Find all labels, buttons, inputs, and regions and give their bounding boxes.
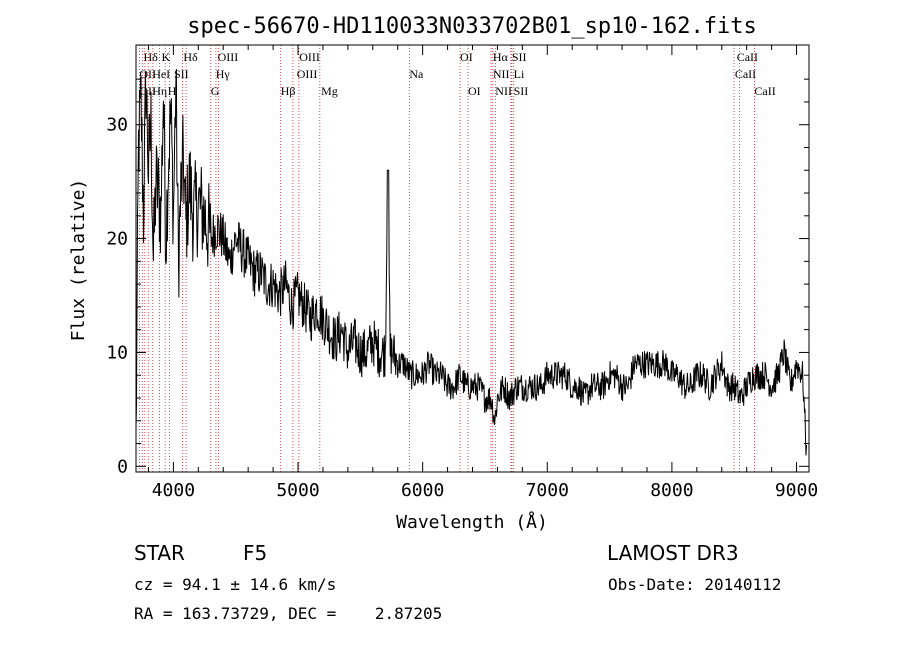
line-label: Hδ bbox=[143, 50, 158, 64]
survey-name: LAMOST DR3 bbox=[607, 541, 739, 565]
y-tick-label: 20 bbox=[106, 229, 128, 250]
line-label: Li bbox=[514, 67, 525, 81]
line-label: OI bbox=[468, 84, 481, 98]
obs-date: Obs-Date: 20140112 bbox=[608, 575, 782, 594]
line-label: OII bbox=[139, 84, 156, 98]
object-class: STAR bbox=[134, 541, 185, 565]
line-label: G bbox=[211, 84, 220, 98]
line-label: Hβ bbox=[281, 84, 296, 98]
line-label: Mg bbox=[321, 84, 338, 98]
y-axis: 0 10 20 30 bbox=[106, 78, 809, 477]
subclass: F5 bbox=[243, 541, 268, 565]
line-label: HeI bbox=[152, 67, 170, 81]
y-tick-label: 30 bbox=[106, 115, 128, 136]
line-label: Na bbox=[409, 67, 424, 81]
spectrum-line bbox=[135, 68, 807, 456]
line-label: CaII bbox=[754, 84, 775, 98]
line-label: OIII bbox=[297, 67, 318, 81]
line-label: NII bbox=[495, 84, 512, 98]
y-axis-label: Flux (relative) bbox=[68, 179, 89, 342]
line-label: Hη bbox=[152, 84, 167, 98]
x-axis-label: Wavelength (Å) bbox=[396, 511, 548, 533]
line-label: CaII bbox=[735, 67, 756, 81]
line-label: Hα bbox=[493, 50, 509, 64]
y-tick-label: 10 bbox=[106, 342, 128, 363]
x-axis: 4000 5000 6000 7000 8000 9000 bbox=[147, 45, 818, 501]
chart-title: spec-56670-HD110033N033702B01_sp10-162.f… bbox=[187, 14, 757, 39]
redshift-cz: cz = 94.1 ± 14.6 km/s bbox=[134, 575, 337, 594]
line-label: CaII bbox=[737, 50, 758, 64]
x-tick-label: 8000 bbox=[650, 480, 693, 501]
x-tick-label: 6000 bbox=[401, 480, 444, 501]
y-tick-label: 0 bbox=[117, 456, 128, 477]
line-label: NII bbox=[493, 67, 510, 81]
x-tick-label: 4000 bbox=[152, 480, 195, 501]
x-tick-label: 7000 bbox=[526, 480, 569, 501]
line-label: OIII bbox=[299, 50, 320, 64]
line-label: OII bbox=[139, 67, 156, 81]
x-tick-label: 9000 bbox=[775, 480, 818, 501]
line-label: OI bbox=[460, 50, 473, 64]
line-label: H bbox=[168, 84, 177, 98]
line-label: SII bbox=[514, 84, 529, 98]
line-label: SII bbox=[174, 67, 189, 81]
line-label: Hγ bbox=[216, 67, 231, 81]
line-label: SII bbox=[512, 50, 527, 64]
plot-frame bbox=[135, 44, 810, 473]
line-label: Hδ bbox=[183, 50, 198, 64]
ra-dec: RA = 163.73729, DEC = 2.87205 bbox=[134, 604, 443, 623]
line-label: OIII bbox=[218, 50, 239, 64]
line-label: K bbox=[162, 50, 171, 64]
x-tick-label: 5000 bbox=[276, 480, 319, 501]
